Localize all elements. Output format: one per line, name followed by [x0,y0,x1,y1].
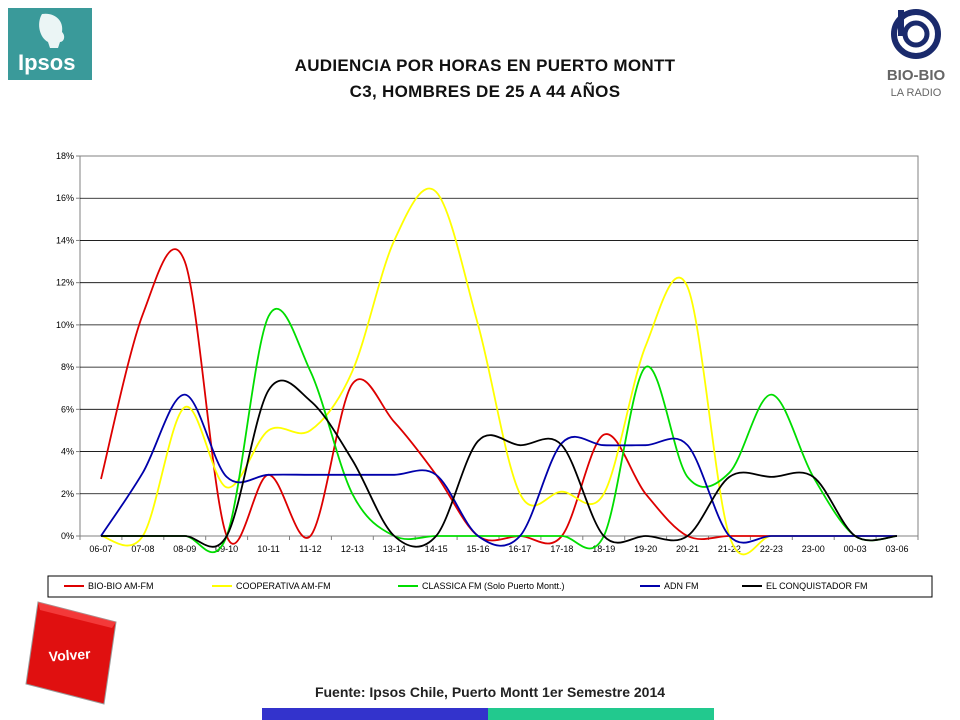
legend-label: CLASSICA FM (Solo Puerto Montt.) [422,581,565,591]
x-tick-label: 03-06 [886,544,909,554]
x-tick-label: 18-19 [592,544,615,554]
x-tick-label: 06-07 [89,544,112,554]
x-tick-label: 11-12 [299,544,321,554]
y-tick-label: 4% [61,447,74,457]
x-tick-label: 23-00 [802,544,825,554]
footer-bar-blue [262,708,488,720]
x-tick-label: 16-17 [508,544,531,554]
footer-bar-teal [488,708,714,720]
ipsos-logo-text: Ipsos [18,50,75,75]
series-lines [100,187,898,556]
volver-button-label: Volver [48,646,91,665]
y-tick-label: 16% [56,193,74,203]
x-tick-label: 07-08 [131,544,154,554]
x-tick-label: 12-13 [341,544,364,554]
chart-title-line1: AUDIENCIA POR HORAS EN PUERTO MONTT [294,56,676,75]
x-tick-label: 21-22 [718,544,741,554]
x-tick-label: 20-21 [676,544,699,554]
volver-button[interactable]: Volver [24,598,120,708]
legend: BIO-BIO AM-FM COOPERATIVA AM-FM CLASSICA F… [64,581,868,591]
y-tick-label: 10% [56,320,74,330]
legend-label: ADN FM [664,581,699,591]
legend-box [47,575,933,598]
x-tick-label: 15-16 [467,544,490,554]
series-line-4 [100,393,897,547]
y-tick-label: 6% [61,404,74,414]
x-tick-label: 19-20 [634,544,657,554]
source-note: Fuente: Ipsos Chile, Puerto Montt 1er Se… [314,684,666,700]
x-tick-label: 13-14 [383,544,406,554]
y-tick-label: 12% [56,278,74,288]
legend-label: COOPERATIVA AM-FM [236,581,331,591]
y-tick-label: 18% [56,151,74,161]
x-tick-label: 00-03 [844,544,867,554]
x-axis-ticks: 06-07 07-08 08-09 09-10 10-11 11-12 12-13 13-14… [79,536,919,554]
legend-label: BIO-BIO AM-FM [88,581,154,591]
biobio-logo: BIO-BIO LA RADIO [887,9,946,99]
x-tick-label: 22-23 [760,544,783,554]
series-line-5 [101,379,898,548]
gridlines [80,197,918,495]
ipsos-logo: Ipsos [8,8,92,80]
biobio-logo-text: BIO-BIO [887,67,946,84]
x-tick-label: 09-10 [215,544,238,554]
y-tick-label: 2% [61,489,74,499]
y-tick-label: 8% [61,362,74,372]
x-tick-label: 10-11 [257,544,279,554]
x-tick-label: 14-15 [425,544,448,554]
y-tick-label: 0% [61,531,74,541]
chart-title-line2: C3, HOMBRES DE 25 A 44 AÑOS [349,82,621,101]
x-tick-label: 08-09 [173,544,196,554]
y-tick-label: 14% [56,235,74,245]
y-axis-ticks: 0% 2% 4% 6% 8% 10% 12% 14% 16% 18% [56,151,80,541]
biobio-logo-subtext: LA RADIO [891,87,942,99]
series-line-2 [100,187,897,556]
x-tick-label: 17-18 [550,544,573,554]
plot-area [79,155,919,537]
legend-label: EL CONQUISTADOR FM [766,581,868,591]
